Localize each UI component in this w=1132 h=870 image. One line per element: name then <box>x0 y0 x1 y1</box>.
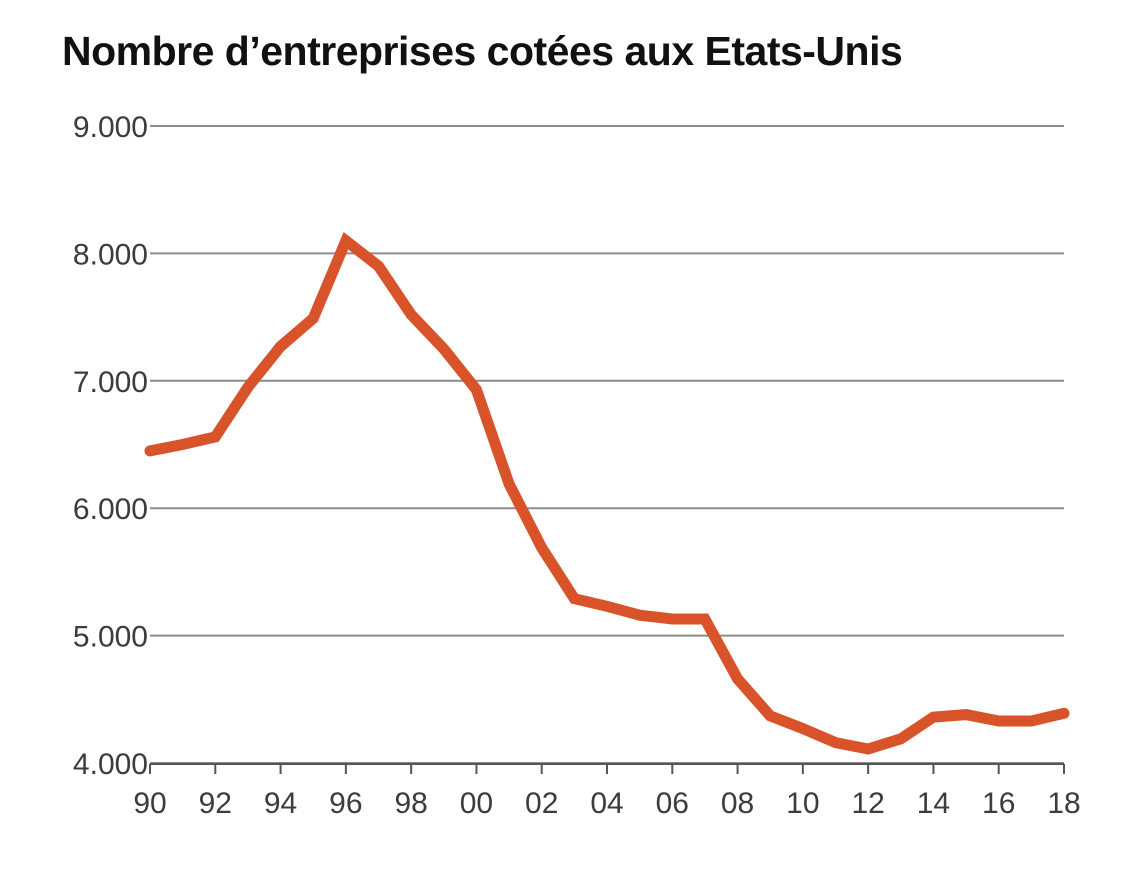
chart-title: Nombre d’entreprises cotées aux Etats-Un… <box>62 28 903 74</box>
x-tick-label: 14 <box>917 787 950 820</box>
x-tick-label: 94 <box>264 787 297 820</box>
series-line <box>144 231 1070 755</box>
x-tick-label: 18 <box>1047 787 1080 820</box>
y-tick-label: 7.000 <box>73 366 148 399</box>
y-tick-label: 9.000 <box>73 111 148 144</box>
x-tick-label: 04 <box>590 787 623 820</box>
x-tick-label: 10 <box>786 787 819 820</box>
x-tick-label: 00 <box>460 787 493 820</box>
gridlines <box>150 125 1064 764</box>
x-tick-label: 02 <box>525 787 558 820</box>
x-axis: 90 92 94 96 98 00 02 04 06 08 10 12 14 16 18 <box>133 763 1081 820</box>
x-tick-label: 92 <box>199 787 232 820</box>
x-tick-label: 98 <box>394 787 427 820</box>
y-tick-label: 8.000 <box>73 238 148 271</box>
y-axis: 4.000 5.000 6.000 7.000 8.000 9.000 <box>73 111 148 781</box>
x-tick-label: 08 <box>721 787 754 820</box>
y-tick-label: 5.000 <box>73 621 148 654</box>
y-tick-label: 6.000 <box>73 493 148 526</box>
x-tick-label: 16 <box>982 787 1015 820</box>
x-tick-label: 96 <box>329 787 362 820</box>
series-layer <box>144 231 1070 755</box>
x-tick-label: 06 <box>656 787 689 820</box>
x-tick-label: 90 <box>133 787 166 820</box>
x-tick-label: 12 <box>851 787 884 820</box>
y-tick-label: 4.000 <box>73 748 148 781</box>
